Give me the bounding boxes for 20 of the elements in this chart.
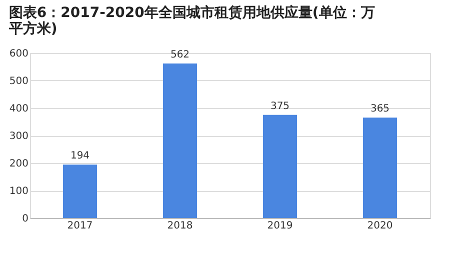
y-tick-label: 200 <box>9 158 28 170</box>
y-tick-label: 400 <box>9 104 28 114</box>
chart-title: 图表6：2017-2020年全国城市租赁用地供应量(单位：万平方米) <box>8 4 375 37</box>
y-tick-label: 100 <box>9 186 28 197</box>
data-label: 562 <box>170 49 190 60</box>
bar <box>63 164 97 218</box>
data-label: 365 <box>370 104 390 115</box>
bar <box>363 118 397 218</box>
x-tick-label: 2017 <box>67 220 93 232</box>
y-tick-label: 0 <box>22 214 28 224</box>
y-tick-label: 500 <box>9 76 28 87</box>
y-tick-label: 600 <box>9 48 28 60</box>
y-tick-label: 300 <box>9 131 28 142</box>
data-label: 194 <box>70 150 90 162</box>
bar <box>163 63 197 218</box>
data-label: 375 <box>270 100 290 112</box>
x-tick-label: 2019 <box>267 220 293 232</box>
x-tick-label: 2018 <box>167 220 193 232</box>
x-tick-label: 2020 <box>367 220 393 232</box>
bar <box>263 114 297 218</box>
